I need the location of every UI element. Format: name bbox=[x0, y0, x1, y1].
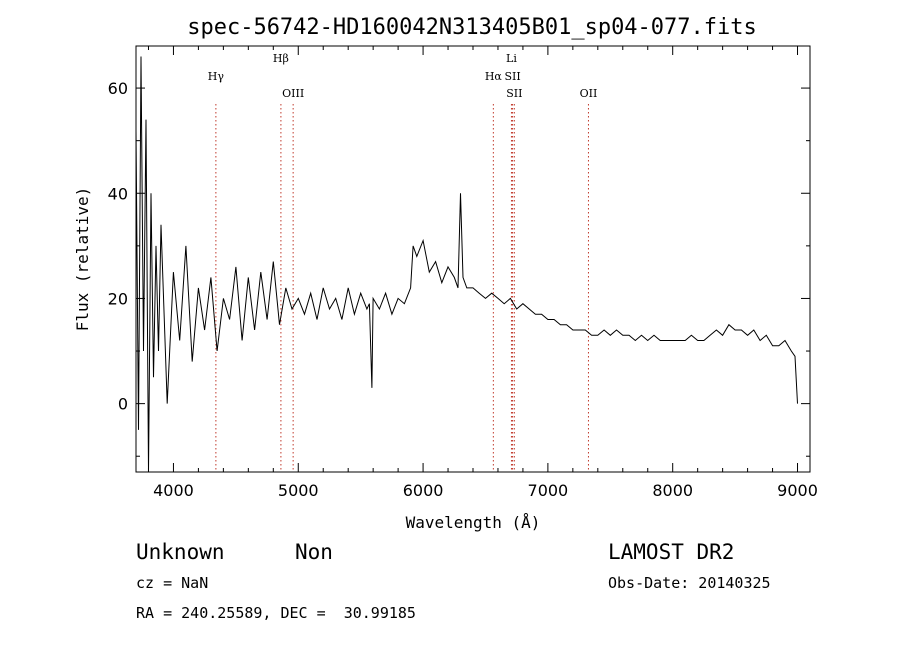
spectral-line-label: SII bbox=[504, 70, 520, 83]
spectral-line-label: SII bbox=[506, 87, 522, 100]
x-tick-label: 9000 bbox=[777, 481, 818, 500]
y-tick-label: 40 bbox=[108, 184, 128, 203]
spectral-line-label: OII bbox=[580, 87, 598, 100]
redshift-cz: cz = NaN bbox=[136, 574, 209, 592]
spectral-line-label: Hβ bbox=[273, 52, 289, 65]
x-axis-label: Wavelength (Å) bbox=[406, 513, 541, 532]
y-tick-label: 0 bbox=[118, 395, 128, 414]
spectral-class: Unknown bbox=[136, 540, 225, 564]
spectral-line-label: OIII bbox=[282, 87, 304, 100]
x-tick-label: 5000 bbox=[278, 481, 319, 500]
x-tick-label: 8000 bbox=[652, 481, 693, 500]
spectrum-line bbox=[135, 56, 798, 473]
y-tick-label: 20 bbox=[108, 289, 128, 308]
x-tick-label: 4000 bbox=[153, 481, 194, 500]
x-tick-label: 6000 bbox=[403, 481, 444, 500]
spectral-line-label: Hγ bbox=[208, 70, 225, 83]
survey-name: LAMOST DR2 bbox=[608, 540, 735, 564]
spectral-line-label: Hα bbox=[485, 70, 503, 83]
plot-frame bbox=[135, 45, 811, 473]
observation-date: Obs-Date: 20140325 bbox=[608, 574, 771, 592]
x-tick-label: 7000 bbox=[528, 481, 569, 500]
spectral-subclass: Non bbox=[295, 540, 333, 564]
coordinates: RA = 240.25589, DEC = 30.99185 bbox=[136, 604, 416, 622]
chart-title: spec-56742-HD160042N313405B01_sp04-077.f… bbox=[187, 15, 757, 40]
spectral-line-label: Li bbox=[506, 52, 517, 65]
y-axis-label: Flux (relative) bbox=[73, 187, 92, 332]
y-tick-label: 60 bbox=[108, 79, 128, 98]
